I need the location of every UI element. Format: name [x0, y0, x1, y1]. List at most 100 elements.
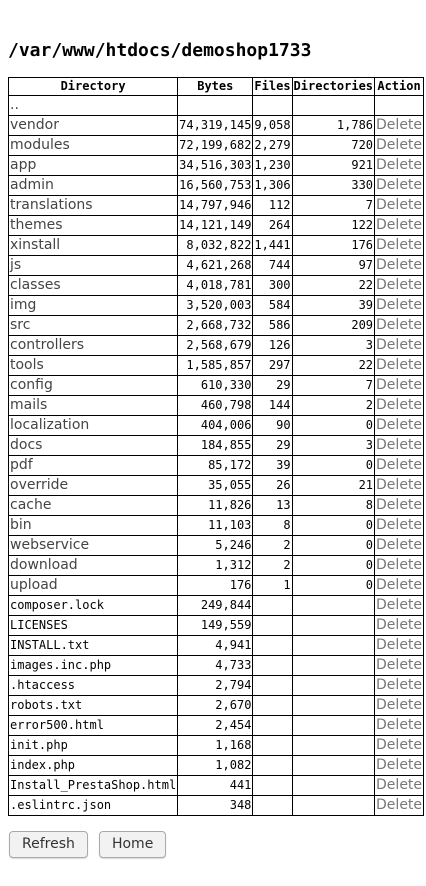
delete-link[interactable]: Delete	[376, 777, 423, 793]
delete-link[interactable]: Delete	[376, 257, 423, 273]
delete-link[interactable]: Delete	[376, 717, 423, 733]
delete-link[interactable]: Delete	[376, 497, 423, 513]
delete-link[interactable]: Delete	[376, 657, 423, 673]
table-row: composer.lock 249,844 Delete	[7, 595, 425, 616]
directory-link[interactable]: override	[10, 477, 69, 493]
cell-action: Delete	[374, 195, 425, 216]
delete-link[interactable]: Delete	[376, 457, 423, 473]
cell-action: Delete	[374, 155, 425, 176]
directory-link[interactable]: js	[10, 257, 22, 273]
directory-link[interactable]: localization	[10, 417, 90, 433]
directory-link[interactable]: mails	[10, 397, 48, 413]
directory-link[interactable]: app	[10, 157, 37, 173]
cell-name: upload	[7, 575, 179, 596]
delete-link[interactable]: Delete	[376, 337, 423, 353]
cell-files: 744	[252, 255, 293, 276]
cell-name: vendor	[7, 115, 179, 136]
directory-link[interactable]: src	[10, 317, 31, 333]
header-directories: Directories	[291, 77, 376, 96]
directory-link[interactable]: tools	[10, 357, 44, 373]
cell-directories: 7	[291, 375, 376, 396]
delete-link[interactable]: Delete	[376, 577, 423, 593]
directory-link[interactable]: img	[10, 297, 37, 313]
table-row: override 35,055 26 21 Delete	[7, 475, 425, 496]
delete-link[interactable]: Delete	[376, 797, 423, 813]
cell-directories: 0	[291, 415, 376, 436]
cell-name: composer.lock	[7, 595, 179, 616]
delete-link[interactable]: Delete	[376, 197, 423, 213]
directory-link[interactable]: controllers	[10, 337, 85, 353]
directory-link[interactable]: pdf	[10, 457, 33, 473]
cell-action: Delete	[374, 415, 425, 436]
cell-action: Delete	[374, 355, 425, 376]
delete-link[interactable]: Delete	[376, 617, 423, 633]
delete-link[interactable]: Delete	[376, 297, 423, 313]
directory-link[interactable]: vendor	[10, 117, 59, 133]
parent-directory-link[interactable]: ..	[10, 97, 19, 113]
directory-link[interactable]: config	[10, 377, 53, 393]
cell-directories: 39	[291, 295, 376, 316]
refresh-button[interactable]: Refresh	[9, 831, 88, 858]
cell-directories: 7	[291, 195, 376, 216]
cell-action: Delete	[374, 115, 425, 136]
directory-link[interactable]: translations	[10, 197, 93, 213]
delete-link[interactable]: Delete	[376, 417, 423, 433]
cell-name: index.php	[7, 755, 179, 776]
cell-files: 29	[252, 375, 293, 396]
directory-link[interactable]: docs	[10, 437, 43, 453]
delete-link[interactable]: Delete	[376, 377, 423, 393]
delete-link[interactable]: Delete	[376, 757, 423, 773]
delete-link[interactable]: Delete	[376, 637, 423, 653]
directory-link[interactable]: bin	[10, 517, 32, 533]
cell-bytes: 8,032,822	[177, 235, 254, 256]
cell-directories: 720	[291, 135, 376, 156]
delete-link[interactable]: Delete	[376, 237, 423, 253]
delete-link[interactable]: Delete	[376, 677, 423, 693]
cell-files: 2	[252, 535, 293, 556]
directory-link[interactable]: cache	[10, 497, 52, 513]
delete-link[interactable]: Delete	[376, 477, 423, 493]
delete-link[interactable]: Delete	[376, 217, 423, 233]
cell-bytes: 1,585,857	[177, 355, 254, 376]
delete-link[interactable]: Delete	[376, 397, 423, 413]
cell-directories: 22	[291, 275, 376, 296]
table-row: INSTALL.txt 4,941 Delete	[7, 635, 425, 656]
cell-bytes: 4,941	[177, 635, 254, 656]
table-row: vendor 74,319,145 9,058 1,786 Delete	[7, 115, 425, 136]
delete-link[interactable]: Delete	[376, 117, 423, 133]
table-row: js 4,621,268 744 97 Delete	[7, 255, 425, 276]
file-name: composer.lock	[10, 598, 104, 612]
cell-bytes: 4,733	[177, 655, 254, 676]
delete-link[interactable]: Delete	[376, 357, 423, 373]
directory-link[interactable]: webservice	[10, 537, 90, 553]
cell-action: Delete	[374, 335, 425, 356]
cell-bytes: 85,172	[177, 455, 254, 476]
delete-link[interactable]: Delete	[376, 177, 423, 193]
cell-files: 29	[252, 435, 293, 456]
delete-link[interactable]: Delete	[376, 537, 423, 553]
delete-link[interactable]: Delete	[376, 277, 423, 293]
delete-link[interactable]: Delete	[376, 697, 423, 713]
delete-link[interactable]: Delete	[376, 557, 423, 573]
directory-link[interactable]: themes	[10, 217, 63, 233]
delete-link[interactable]: Delete	[376, 137, 423, 153]
file-name: init.php	[10, 738, 68, 752]
delete-link[interactable]: Delete	[376, 157, 423, 173]
table-row: controllers 2,568,679 126 3 Delete	[7, 335, 425, 356]
directory-link[interactable]: upload	[10, 577, 58, 593]
directory-link[interactable]: xinstall	[10, 237, 61, 253]
directory-link[interactable]: download	[10, 557, 78, 573]
cell-name: mails	[7, 395, 179, 416]
delete-link[interactable]: Delete	[376, 317, 423, 333]
directory-link[interactable]: modules	[10, 137, 70, 153]
cell-files: 2,279	[252, 135, 293, 156]
directory-link[interactable]: admin	[10, 177, 54, 193]
delete-link[interactable]: Delete	[376, 737, 423, 753]
home-button[interactable]: Home	[98, 831, 167, 858]
cell-name: init.php	[7, 735, 179, 756]
directory-link[interactable]: classes	[10, 277, 61, 293]
directory-table: Directory Bytes Files Directories Action…	[7, 77, 425, 816]
delete-link[interactable]: Delete	[376, 437, 423, 453]
delete-link[interactable]: Delete	[376, 597, 423, 613]
delete-link[interactable]: Delete	[376, 517, 423, 533]
